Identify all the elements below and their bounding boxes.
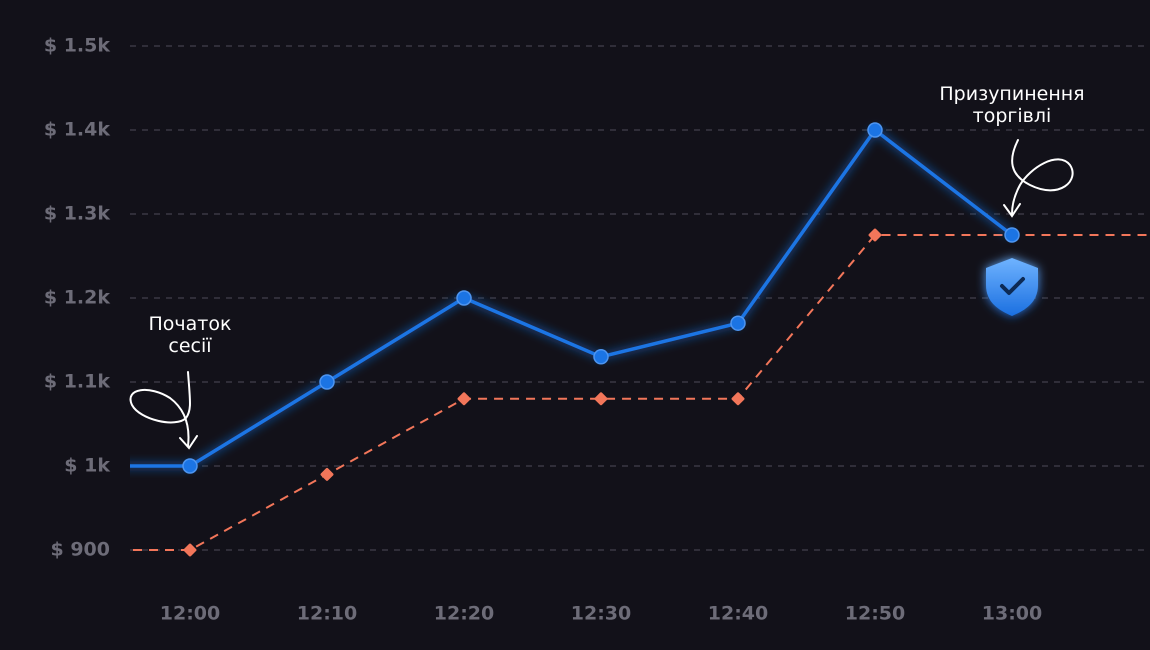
x-tick-label: 12:30 — [571, 603, 631, 625]
y-tick-label: $ 1.4k — [44, 119, 110, 141]
point-marker — [730, 315, 746, 331]
point-marker — [457, 392, 471, 406]
y-tick-label: $ 1.3k — [44, 203, 110, 225]
y-tick-label: $ 1.5k — [44, 35, 110, 57]
x-tick-label: 13:00 — [982, 603, 1042, 625]
arrow — [129, 371, 198, 450]
grid: $ 900 $ 1k $ 1.1k $ 1.2k $ 1.3k $ 1.4k $ 1.5k 1… — [44, 35, 1150, 625]
y-tick-label: $ 1.2k — [44, 287, 110, 309]
annotation: Призупинення торгівлі — [939, 83, 1084, 127]
markers — [182, 122, 1020, 557]
point-marker — [182, 458, 198, 474]
annotation-line: сесії — [168, 335, 212, 357]
annotation: Початок сесії — [149, 313, 232, 357]
point-marker — [183, 543, 197, 557]
point-marker — [868, 228, 882, 242]
point-marker — [456, 290, 472, 306]
point-marker — [319, 374, 335, 390]
point-marker — [594, 392, 608, 406]
y-tick-label: $ 1k — [64, 455, 110, 477]
point-marker — [320, 467, 334, 481]
annotation-line: Призупинення — [939, 83, 1084, 105]
annotation-line: торгівлі — [973, 105, 1052, 127]
x-tick-label: 12:50 — [845, 603, 905, 625]
point-marker — [593, 349, 609, 365]
point-marker — [731, 392, 745, 406]
arrow — [1003, 139, 1074, 218]
point-marker — [1004, 227, 1020, 243]
y-tick-label: $ 1.1k — [44, 371, 110, 393]
annotations: Початок сесії Призупинення торгівлі — [149, 83, 1085, 357]
x-tick-label: 12:10 — [297, 603, 357, 625]
x-tick-label: 12:20 — [434, 603, 494, 625]
series-line — [130, 234, 1149, 551]
y-tick-label: $ 900 — [51, 539, 111, 561]
annotation-line: Початок — [149, 313, 232, 335]
x-tick-label: 12:00 — [160, 603, 220, 625]
x-tick-label: 12:40 — [708, 603, 768, 625]
shield-icon — [986, 258, 1038, 316]
plot-area — [130, 127, 1149, 551]
point-marker — [867, 122, 883, 138]
series-line — [130, 127, 1014, 468]
